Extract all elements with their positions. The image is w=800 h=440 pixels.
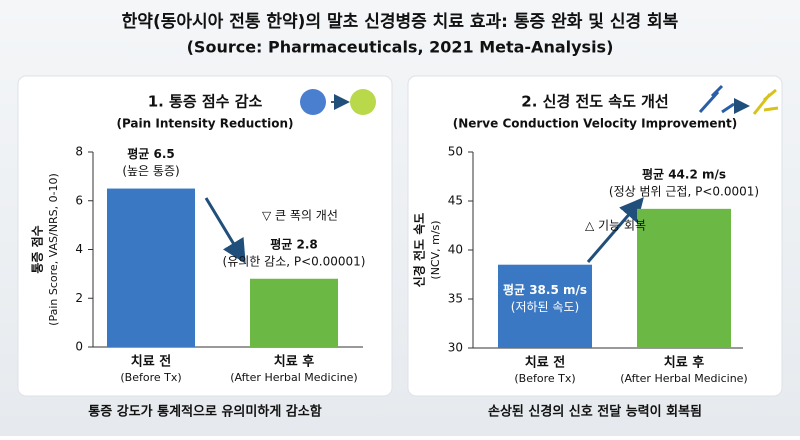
annotation: ▽ 큰 폭의 개선 (262, 209, 338, 223)
y-tick-label: 35 (448, 292, 463, 306)
y-tick-label: 8 (75, 145, 83, 159)
trend-arrow (204, 197, 246, 264)
x-tick-sublabel: (Before Tx) (514, 372, 575, 385)
page-title: 한약(동아시아 전통 한약)의 말초 신경병증 치료 효과: 통증 완화 및 신… (122, 11, 679, 32)
y-axis-label: 신경 전도 속도 (412, 213, 427, 288)
chart-subtitle: (Nerve Conduction Velocity Improvement) (453, 117, 738, 131)
annotation: △ 기능 회복 (585, 219, 646, 233)
bar (250, 278, 338, 347)
page-subtitle: (Source: Pharmaceuticals, 2021 Meta-Anal… (187, 38, 614, 57)
y-axis-label: 통증 점수 (30, 225, 45, 273)
chart-title: 1. 통증 점수 감소 (148, 93, 263, 111)
y-tick-label: 4 (75, 242, 83, 256)
value-note: (높은 통증) (122, 164, 179, 178)
bar (107, 188, 195, 347)
caption: 통증 강도가 통계적으로 유의미하게 감소함 (88, 404, 321, 420)
x-tick-sublabel: (After Herbal Medicine) (230, 371, 357, 384)
value-label: 평균 6.5 (127, 147, 175, 161)
x-tick-label: 치료 전 (525, 355, 565, 371)
caption: 손상된 신경의 신호 전달 능력이 회복됨 (488, 404, 702, 420)
chart-title: 2. 신경 전도 속도 개선 (521, 93, 668, 111)
y-tick-label: 6 (75, 193, 83, 207)
x-tick-label: 치료 후 (274, 354, 314, 370)
value-note: (유의한 감소, P<0.00001) (223, 254, 366, 268)
x-tick-sublabel: (After Herbal Medicine) (620, 372, 747, 385)
x-tick-label: 치료 후 (664, 355, 704, 371)
nerve-icon (698, 84, 779, 115)
y-axis-sublabel: (Pain Score, VAS/NRS, 0-10) (47, 173, 60, 326)
bar (637, 208, 731, 348)
y-tick-label: 0 (75, 340, 83, 354)
value-note: (저하된 속도) (511, 300, 579, 314)
chart-subtitle: (Pain Intensity Reduction) (116, 117, 293, 131)
value-label: 평균 38.5 m/s (503, 283, 587, 297)
bar (498, 264, 592, 348)
y-axis-sublabel: (NCV, m/s) (429, 220, 442, 279)
x-tick-label: 치료 전 (131, 354, 171, 370)
value-label: 평균 2.8 (270, 237, 318, 251)
y-tick-label: 2 (75, 291, 83, 305)
y-tick-label: 40 (448, 243, 463, 257)
trend-arrow (586, 197, 644, 263)
value-label: 평균 44.2 m/s (642, 167, 726, 181)
y-tick-label: 30 (448, 341, 463, 355)
y-tick-label: 50 (448, 145, 463, 159)
value-note: (정상 범위 근접, P<0.0001) (609, 184, 759, 198)
y-tick-label: 45 (448, 194, 463, 208)
pain-icon (300, 89, 376, 115)
x-tick-sublabel: (Before Tx) (120, 371, 181, 384)
